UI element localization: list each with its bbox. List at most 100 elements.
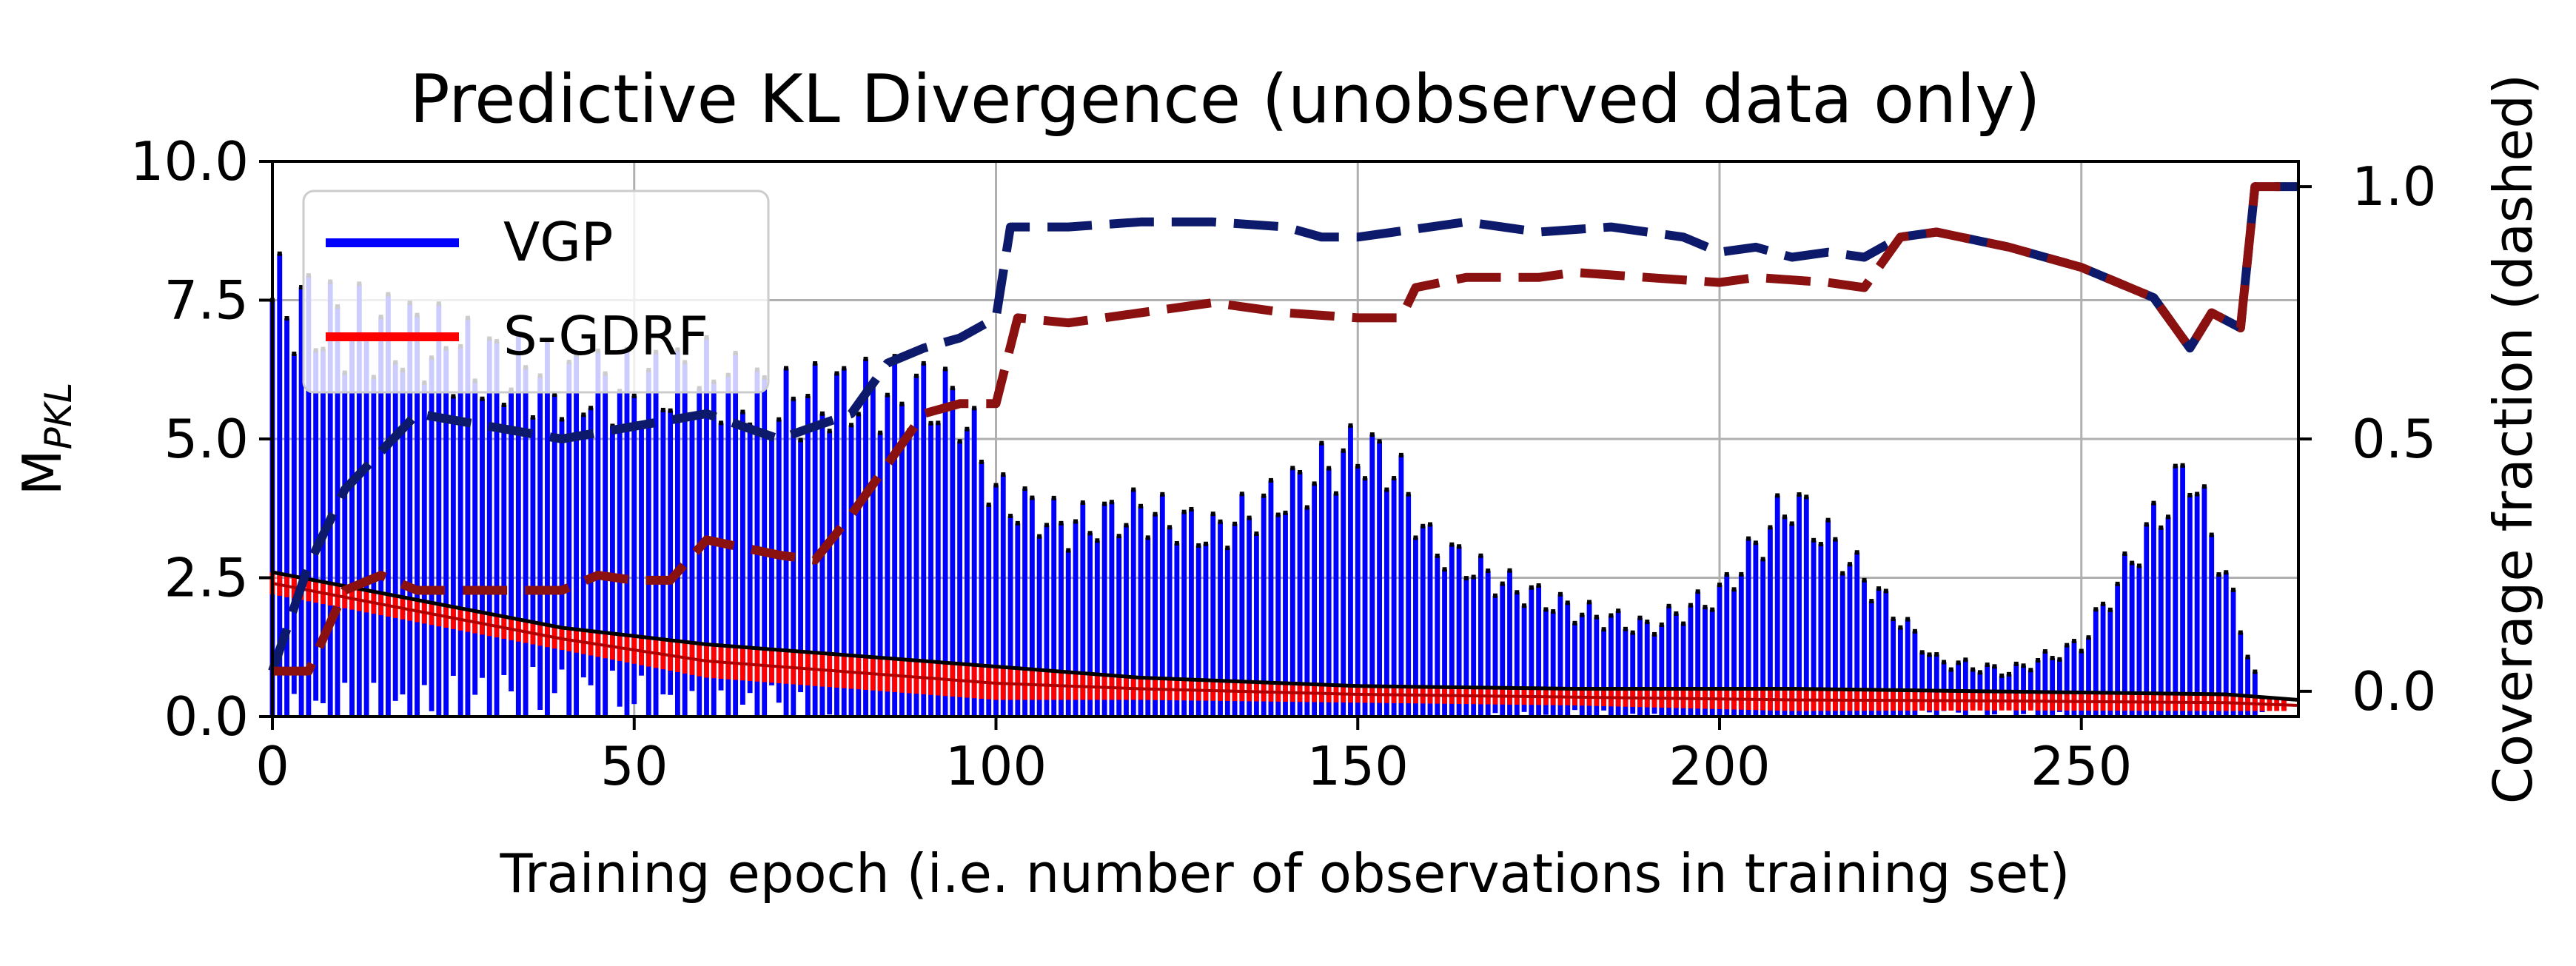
vgp-bar-109 bbox=[1059, 523, 1064, 717]
vgp-bar-93 bbox=[942, 369, 948, 717]
vgp-bar-cap-207 bbox=[1768, 525, 1773, 530]
vgp-bar-124 bbox=[1167, 527, 1173, 717]
vgp-bar-cap-200 bbox=[1717, 583, 1722, 588]
vgp-bar-118 bbox=[1124, 525, 1129, 717]
vgp-bar-261 bbox=[2158, 527, 2164, 717]
vgp-bar-cap-255 bbox=[2115, 581, 2120, 586]
vgp-bar-cap-168 bbox=[1486, 568, 1491, 574]
vgp-bar-cap-198 bbox=[1703, 605, 1708, 610]
vgp-bar-61 bbox=[711, 381, 717, 717]
vgp-bar-cap-192 bbox=[1659, 622, 1664, 627]
vgp-bar-163 bbox=[1449, 544, 1455, 717]
vgp-bar-cap-62 bbox=[719, 420, 724, 426]
vgp-bar-4 bbox=[298, 287, 304, 717]
vgp-bar-49 bbox=[624, 349, 630, 717]
vgp-bar-cap-139 bbox=[1275, 512, 1281, 517]
vgp-bar-cap-122 bbox=[1153, 511, 1158, 517]
vgp-bar-37 bbox=[537, 375, 543, 710]
vgp-bar-126 bbox=[1181, 511, 1187, 717]
vgp-bar-cap-189 bbox=[1637, 615, 1643, 620]
vgp-bar-119 bbox=[1130, 489, 1136, 717]
vgp-bar-40 bbox=[559, 419, 565, 670]
vgp-bar-106 bbox=[1036, 536, 1042, 717]
vgp-bar-cap-50 bbox=[631, 393, 637, 398]
vgp-bar-102 bbox=[1007, 516, 1013, 717]
vgp-bar-cap-247 bbox=[2057, 657, 2062, 662]
vgp-bar-115 bbox=[1101, 503, 1107, 717]
vgp-bar-79 bbox=[841, 368, 847, 717]
vgp-bar-267 bbox=[2201, 486, 2207, 717]
vgp-bar-cap-110 bbox=[1066, 548, 1071, 553]
vgp-bar-48 bbox=[617, 391, 623, 707]
vgp-bar-82 bbox=[863, 358, 868, 717]
sgdrf-upper-line bbox=[272, 570, 2299, 702]
vgp-bar-143 bbox=[1304, 507, 1310, 717]
vgp-bar-188 bbox=[1630, 632, 1636, 714]
vgp-bar-43 bbox=[580, 415, 586, 678]
vgp-bar-cap-261 bbox=[2159, 525, 2164, 530]
vgp-bar-232 bbox=[1948, 669, 1954, 705]
vgp-bar-83 bbox=[870, 383, 876, 717]
vgp-bar-cap-143 bbox=[1304, 505, 1309, 510]
vgp-bar-12 bbox=[356, 284, 362, 717]
x-axis-label: Training epoch (i.e. number of observati… bbox=[499, 842, 2070, 905]
vgp-bar-187 bbox=[1623, 628, 1629, 716]
vgp-bar-cap-234 bbox=[1963, 657, 1968, 663]
vgp-bar-cap-267 bbox=[2201, 484, 2207, 489]
vgp-bar-105 bbox=[1029, 497, 1035, 717]
vgp-bar-207 bbox=[1768, 527, 1773, 717]
vgp-bar-cap-147 bbox=[1333, 491, 1338, 496]
vgp-bar-cap-78 bbox=[834, 371, 839, 376]
vgp-bar-cap-217 bbox=[1840, 571, 1845, 576]
vgp-bar-cap-260 bbox=[2151, 500, 2156, 506]
y-tick-right-label-0: 0.0 bbox=[2352, 660, 2437, 722]
vgp-bar-78 bbox=[834, 373, 839, 717]
vgp-bar-cap-155 bbox=[1392, 476, 1397, 481]
vgp-bar-77 bbox=[827, 431, 833, 715]
vgp-bar-266 bbox=[2194, 494, 2200, 717]
y-axis-label-main: M bbox=[11, 449, 73, 495]
vgp-bar-cap-95 bbox=[957, 439, 962, 444]
vgp-bar-cap-97 bbox=[972, 406, 977, 411]
vgp-bar-86 bbox=[892, 356, 898, 717]
vgp-bar-76 bbox=[819, 413, 825, 717]
vgp-bar-39 bbox=[551, 395, 557, 694]
vgp-bar-cap-55 bbox=[668, 408, 673, 413]
vgp-bar-153 bbox=[1377, 441, 1382, 717]
vgp-bar-88 bbox=[906, 430, 912, 717]
vgp-bar-cap-144 bbox=[1312, 481, 1317, 486]
vgp-bar-253 bbox=[2100, 603, 2106, 717]
vgp-bar-cap-214 bbox=[1818, 542, 1823, 547]
vgp-bar-255 bbox=[2115, 583, 2121, 717]
vgp-bar-cap-74 bbox=[805, 394, 811, 399]
vgp-bar-271 bbox=[2230, 589, 2236, 717]
vgp-bar-182 bbox=[1586, 602, 1592, 717]
vgp-bar-160 bbox=[1427, 524, 1433, 717]
vgp-bar-cap-179 bbox=[1565, 600, 1570, 606]
vgp-bar-cap-176 bbox=[1543, 607, 1549, 612]
vgp-bar-10 bbox=[342, 372, 348, 683]
vgp-bar-23 bbox=[436, 303, 442, 717]
vgp-bar-229 bbox=[1927, 654, 1932, 713]
vgp-bar-cap-105 bbox=[1030, 495, 1035, 500]
y-tick-label-2: 5.0 bbox=[164, 408, 249, 470]
vgp-bar-cap-241 bbox=[2013, 661, 2019, 666]
vgp-bar-cap-253 bbox=[2101, 601, 2106, 606]
vgp-bar-cap-3 bbox=[292, 351, 297, 356]
vgp-bar-87 bbox=[899, 403, 905, 717]
vgp-bar-26 bbox=[457, 346, 463, 717]
vgp-bar-170 bbox=[1500, 583, 1506, 717]
vgp-bar-13 bbox=[363, 336, 369, 717]
vgp-bar-cap-243 bbox=[2028, 668, 2033, 673]
vgp-bar-224 bbox=[1891, 619, 1896, 717]
vgp-bar-cap-226 bbox=[1905, 617, 1911, 622]
vgp-bar-cap-125 bbox=[1174, 540, 1179, 546]
vgp-bar-cap-270 bbox=[2224, 570, 2229, 575]
vgp-bar-129 bbox=[1203, 543, 1209, 717]
vgp-bar-162 bbox=[1442, 569, 1447, 717]
vgp-bar-189 bbox=[1637, 617, 1643, 717]
vgp-bar-cap-250 bbox=[2079, 648, 2084, 654]
vgp-bar-cap-185 bbox=[1609, 613, 1614, 618]
vgp-bar-cap-259 bbox=[2144, 522, 2149, 527]
vgp-bar-120 bbox=[1138, 506, 1144, 717]
